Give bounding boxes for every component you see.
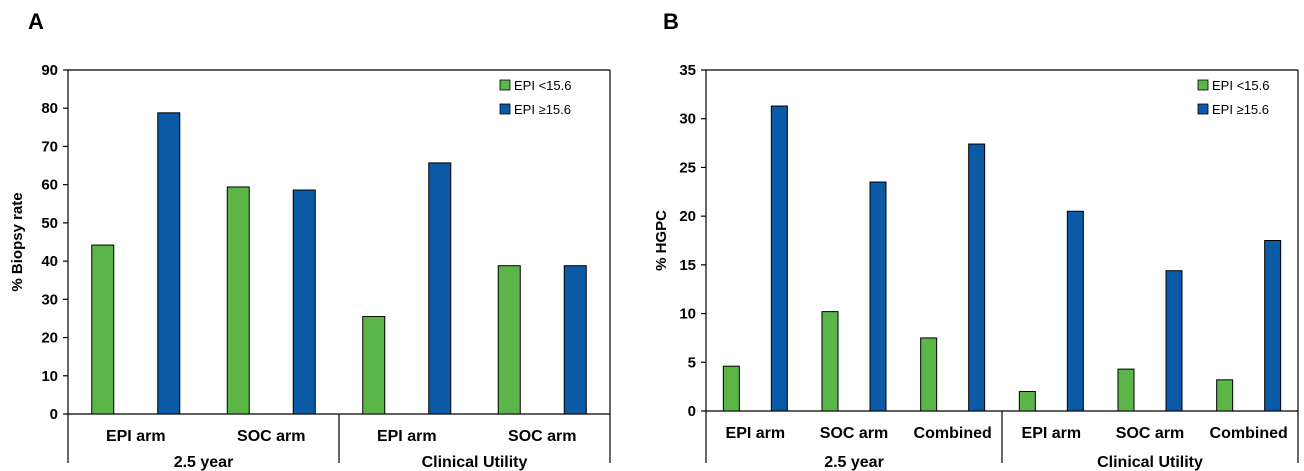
- chart-a-bar-series-1: [497, 265, 521, 415]
- chart-b-y-tick-label: 5: [688, 354, 696, 371]
- chart-a-group-label: 2.5 year: [174, 454, 234, 471]
- chart-b-bar-series-2: [1165, 270, 1183, 412]
- chart-a-bar-series-1: [91, 244, 115, 415]
- chart-a-category-label: SOC arm: [237, 428, 305, 445]
- chart-a: 0 10 20 30 40 50 60 70 80 90 % Biopsy rate EPI arm S…: [9, 62, 611, 471]
- chart-a-category-label: EPI arm: [377, 428, 437, 445]
- chart-b-bar-series-1: [722, 365, 740, 412]
- chart-b-y-tick-label: 35: [679, 62, 696, 79]
- chart-a-y-tick-label: 80: [41, 100, 58, 117]
- chart-a-y-tick-label: 0: [50, 406, 58, 423]
- chart-a-y-tick-label: 50: [41, 215, 58, 232]
- chart-b-category-label: SOC arm: [1116, 425, 1184, 442]
- chart-a-legend-label: EPI <15.6: [514, 78, 571, 93]
- chart-b-y-tick-label: 10: [679, 306, 696, 323]
- chart-a-y-tick-label: 10: [41, 368, 58, 385]
- chart-b-bar-series-2: [1066, 210, 1084, 412]
- chart-a-category-label: SOC arm: [508, 428, 576, 445]
- chart-b-category-label: EPI arm: [726, 425, 786, 442]
- chart-b-y-tick-label: 0: [688, 403, 696, 420]
- chart-b-y-axis-label: % HGPC: [653, 210, 670, 271]
- chart-b-bar-series-2: [1264, 240, 1282, 412]
- chart-b-category-label: SOC arm: [820, 425, 888, 442]
- chart-a-group-label: Clinical Utility: [422, 454, 528, 471]
- chart-b-legend-swatch: [1197, 79, 1209, 91]
- chart-b: 0 5 10 15 20 25 30 35 % HGPC EPI arm SOC arm Combin…: [653, 62, 1299, 471]
- chart-b-bar-series-2: [770, 105, 788, 412]
- chart-b-y-tick-label: 25: [679, 159, 696, 176]
- chart-b-group-label: Clinical Utility: [1097, 454, 1203, 471]
- chart-b-category-label: Combined: [1210, 425, 1288, 442]
- chart-b-legend-swatch: [1197, 103, 1209, 115]
- chart-b-bar-series-1: [920, 337, 938, 412]
- chart-b-group-label: 2.5 year: [824, 454, 884, 471]
- chart-b-bar-series-1: [1117, 368, 1135, 412]
- chart-a-y-tick-label: 90: [41, 62, 58, 79]
- chart-a-category-label: EPI arm: [106, 428, 166, 445]
- chart-a-bar-series-2: [428, 162, 452, 415]
- chart-a-bar-series-1: [226, 186, 250, 415]
- chart-a-y-tick-label: 30: [41, 291, 58, 308]
- chart-a-legend-label: EPI ≥15.6: [514, 102, 571, 117]
- chart-b-y-tick-label: 15: [679, 257, 696, 274]
- chart-a-y-axis-label: % Biopsy rate: [9, 192, 26, 291]
- chart-a-legend-swatch: [499, 103, 511, 115]
- chart-a-legend-swatch: [499, 79, 511, 91]
- chart-b-category-label: EPI arm: [1022, 425, 1082, 442]
- chart-a-y-tick-label: 70: [41, 138, 58, 155]
- chart-b-bar-series-1: [1216, 379, 1234, 412]
- chart-a-y-tick-label: 20: [41, 330, 58, 347]
- chart-b-bar-series-2: [869, 181, 887, 412]
- chart-b-category-label: Combined: [914, 425, 992, 442]
- chart-b-bar-series-2: [968, 143, 986, 412]
- chart-b-legend-label: EPI <15.6: [1212, 78, 1269, 93]
- chart-b-bar-series-1: [1018, 391, 1036, 412]
- chart-a-y-tick-label: 60: [41, 177, 58, 194]
- chart-a-bar-series-2: [157, 112, 181, 415]
- chart-a-bar-series-2: [563, 265, 587, 415]
- panel-b-letter: B: [663, 9, 679, 34]
- chart-a-y-tick-label: 40: [41, 253, 58, 270]
- chart-a-bar-series-1: [362, 316, 386, 415]
- chart-b-y-tick-label: 20: [679, 208, 696, 225]
- chart-b-bar-series-1: [821, 311, 839, 412]
- chart-b-legend-label: EPI ≥15.6: [1212, 102, 1269, 117]
- chart-b-y-tick-label: 30: [679, 111, 696, 128]
- panel-a-letter: A: [28, 9, 44, 34]
- chart-a-bar-series-2: [292, 189, 316, 415]
